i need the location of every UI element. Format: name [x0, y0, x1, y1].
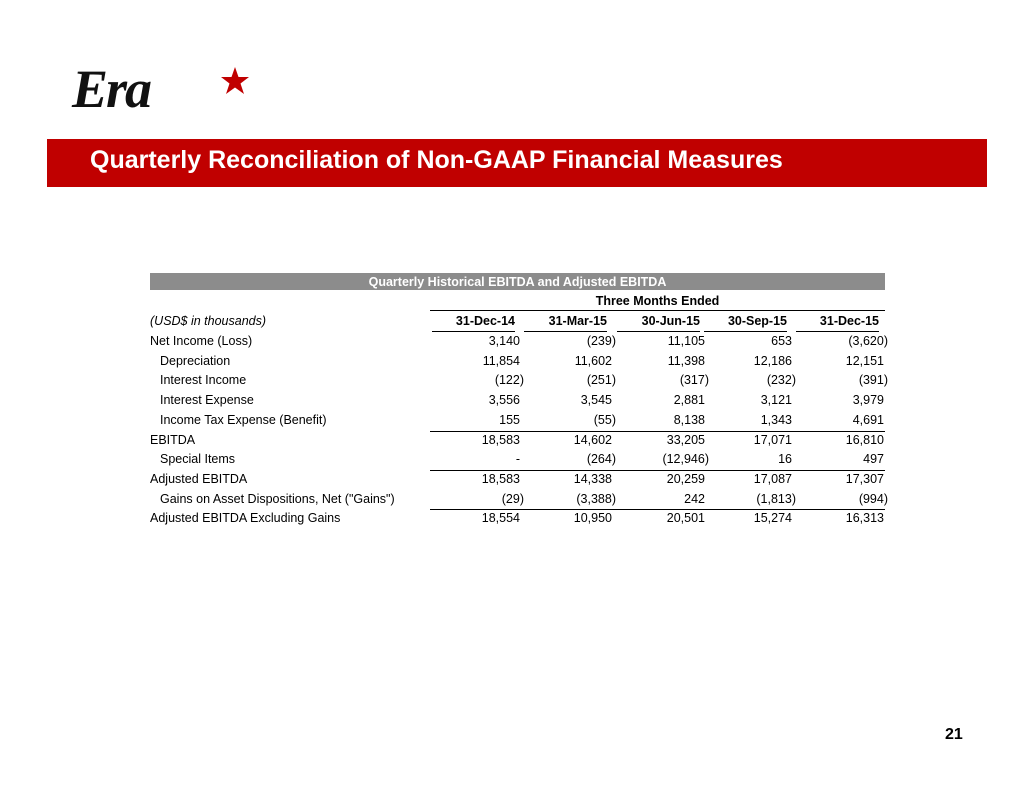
logo: Era	[72, 58, 249, 120]
cell-value: -	[515, 452, 520, 467]
cell-value: (29)	[501, 491, 524, 506]
cell-value: 20,501	[666, 511, 705, 526]
cell-value: 12,186	[753, 353, 792, 368]
cell-value: 1,343	[760, 412, 792, 427]
logo-star	[221, 67, 249, 94]
cell-value: (994)	[858, 491, 888, 506]
cell-value: 17,307	[845, 471, 884, 486]
subtotal-line	[430, 509, 885, 511]
cell-value: 3,140	[488, 334, 520, 348]
cell-value: (3,388)	[576, 491, 616, 506]
cell-value: (317)	[679, 373, 709, 388]
cell-value: (391)	[858, 373, 888, 388]
cell-value: (12,946)	[662, 452, 709, 467]
cell-value: 12,151	[845, 353, 884, 368]
cell-value: 3,121	[760, 393, 792, 408]
cell-value: 3,545	[580, 393, 612, 408]
header-underline	[704, 331, 787, 332]
column-header: 31-Mar-15	[548, 314, 607, 328]
column-header: 30-Jun-15	[641, 314, 700, 328]
cell-value: 11,854	[482, 353, 520, 368]
row-label: Depreciation	[160, 353, 231, 368]
cell-value: (3,620)	[848, 334, 888, 348]
cell-value: 33,205	[666, 432, 705, 447]
header-underline	[524, 331, 607, 332]
slide-title: Quarterly Reconciliation of Non-GAAP Fin…	[90, 146, 783, 174]
cell-value: 15,274	[753, 511, 792, 526]
row-label: Adjusted EBITDA Excluding Gains	[150, 511, 341, 526]
cell-value: 17,071	[753, 432, 792, 447]
period-header: Three Months Ended	[430, 294, 885, 311]
cell-value: (239)	[586, 334, 616, 348]
cell-value: 17,087	[753, 471, 792, 486]
cell-value: 18,583	[481, 432, 520, 447]
cell-value: 14,338	[573, 471, 612, 486]
row-label: Special Items	[160, 452, 236, 467]
cell-value: 16,313	[845, 511, 884, 526]
cell-value: (264)	[586, 452, 616, 467]
cell-value: (251)	[586, 373, 616, 388]
row-label: Adjusted EBITDA	[150, 471, 248, 486]
cell-value: 20,259	[666, 471, 705, 486]
cell-value: 16	[778, 452, 792, 467]
row-label: Net Income (Loss)	[150, 334, 253, 348]
cell-value: (1,813)	[756, 491, 796, 506]
cell-value: 18,583	[481, 471, 520, 486]
column-header: 31-Dec-15	[819, 314, 879, 328]
subtotal-line	[430, 430, 885, 432]
cell-value: 11,398	[667, 353, 705, 368]
column-header: 31-Dec-14	[455, 314, 515, 328]
subtotal-line	[430, 469, 885, 471]
row-label: Income Tax Expense (Benefit)	[160, 412, 327, 427]
cell-value: 653	[771, 334, 792, 348]
row-label: EBITDA	[150, 432, 196, 447]
cell-value: 11,602	[574, 353, 612, 368]
page-number: 21	[945, 726, 963, 743]
cell-value: 4,691	[852, 412, 884, 427]
cell-value: 155	[499, 412, 520, 427]
unit-label: (USD$ in thousands)	[150, 314, 267, 328]
cell-value: 497	[863, 452, 884, 467]
row-label: Interest Income	[160, 373, 247, 388]
cell-value: 3,556	[488, 393, 520, 408]
cell-value: 242	[684, 491, 705, 506]
cell-value: 11,105	[667, 334, 705, 348]
table-title: Quarterly Historical EBITDA and Adjusted…	[150, 273, 885, 290]
cell-value: 14,602	[573, 432, 612, 447]
title-banner	[47, 139, 987, 187]
cell-value: 8,138	[673, 412, 705, 427]
cell-value: (122)	[494, 373, 524, 388]
cell-value: 2,881	[673, 393, 705, 408]
cell-value: 16,810	[845, 432, 884, 447]
cell-value: (55)	[593, 412, 616, 427]
row-label: Interest Expense	[160, 393, 254, 408]
cell-value: 3,979	[852, 393, 884, 408]
cell-value: 10,950	[573, 511, 612, 526]
column-header: 30-Sep-15	[727, 314, 787, 328]
header-underline	[432, 331, 515, 332]
cell-value: (232)	[766, 373, 796, 388]
header-underline	[617, 331, 700, 332]
header-underline	[796, 331, 879, 332]
row-label: Gains on Asset Dispositions, Net ("Gains…	[160, 491, 395, 506]
cell-value: 18,554	[481, 511, 520, 526]
